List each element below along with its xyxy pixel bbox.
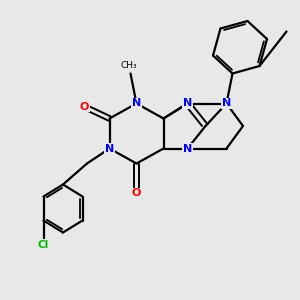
Text: N: N: [132, 98, 141, 109]
Text: CH₃: CH₃: [121, 61, 137, 70]
Text: Cl: Cl: [38, 239, 49, 250]
Text: N: N: [105, 143, 114, 154]
Text: O: O: [132, 188, 141, 199]
Text: N: N: [222, 98, 231, 109]
Text: O: O: [79, 101, 89, 112]
Text: N: N: [183, 98, 192, 109]
Text: N: N: [183, 143, 192, 154]
